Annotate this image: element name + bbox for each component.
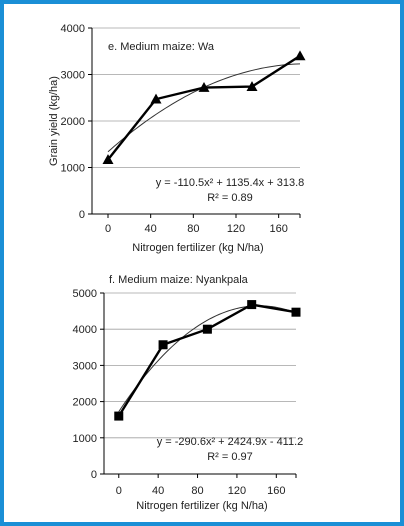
y-tick-label: 2000: [61, 116, 85, 128]
y-tick-label: 1000: [73, 433, 97, 445]
x-tick-label: 160: [267, 485, 285, 497]
y-tick-label: 3000: [73, 360, 97, 372]
y-tick-label: 3000: [61, 70, 85, 82]
data-point: [102, 154, 114, 164]
x-axis-label: Nitrogen fertilizer (kg N/ha): [136, 500, 267, 512]
y-tick-label: 5000: [73, 288, 97, 300]
y-tick-label: 4000: [61, 23, 85, 35]
trend-curve: [107, 63, 301, 153]
data-point: [291, 307, 301, 317]
x-tick-label: 120: [228, 485, 246, 497]
y-tick-label: 4000: [73, 324, 97, 336]
data-point: [114, 411, 124, 421]
data-point: [294, 50, 306, 61]
data-line: [117, 303, 297, 417]
trend-equation: y = -110.5x² + 1135.4x + 313.8: [156, 177, 305, 189]
trend-equation: y = -290.6x² + 2424.9x - 411.2: [157, 436, 304, 448]
x-tick-label: 120: [227, 223, 245, 235]
x-tick-label: 40: [152, 485, 164, 497]
y-tick-label: 2000: [73, 397, 97, 409]
x-tick-label: 80: [191, 485, 203, 497]
x-tick-label: 0: [116, 485, 122, 497]
y-tick-label: 0: [79, 209, 85, 221]
x-tick-label: 80: [187, 223, 199, 235]
r-squared: R² = 0.89: [207, 192, 253, 204]
data-point: [198, 82, 210, 92]
chart-title: f. Medium maize: Nyankpala: [109, 274, 249, 286]
y-tick-label: 0: [91, 469, 97, 481]
data-point: [202, 324, 212, 334]
x-tick-label: 40: [145, 223, 157, 235]
data-point: [246, 81, 258, 91]
data-point: [247, 300, 257, 310]
y-axis-label: Grain yield (kg/ha): [48, 76, 60, 166]
x-tick-label: 0: [105, 223, 111, 235]
x-tick-label: 160: [269, 223, 287, 235]
x-axis-label: Nitrogen fertilizer (kg N/ha): [132, 242, 263, 254]
trend-curve: [118, 305, 297, 412]
data-point: [150, 93, 162, 104]
y-tick-label: 1000: [61, 163, 85, 175]
r-squared: R² = 0.97: [207, 451, 253, 463]
data-point: [158, 340, 168, 350]
chart-title: e. Medium maize: Wa: [108, 41, 215, 53]
data-line: [107, 54, 301, 161]
